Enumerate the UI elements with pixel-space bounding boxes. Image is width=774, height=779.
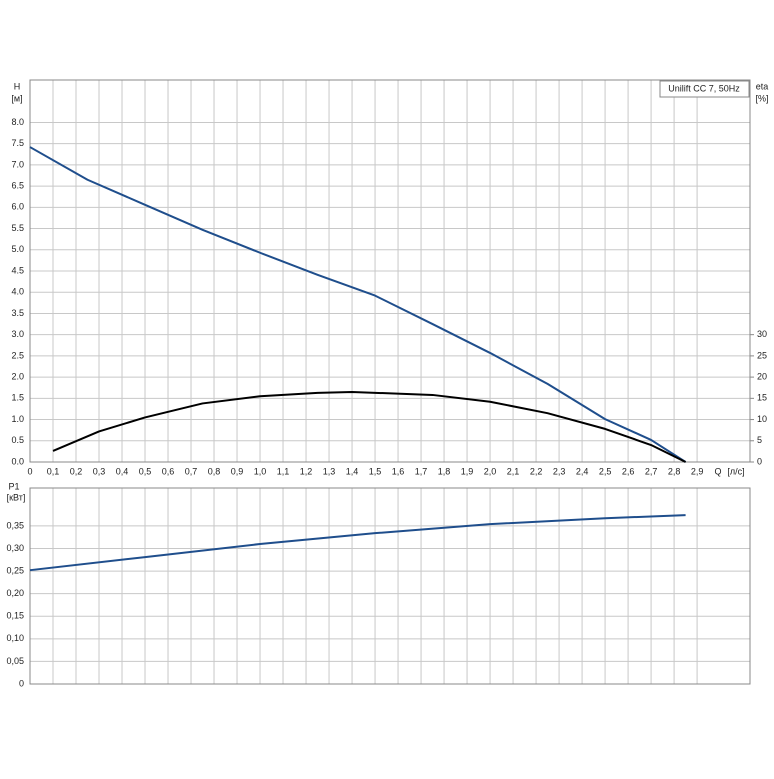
x-tick-label: 1,6 xyxy=(392,466,405,476)
x-tick-label: 1,9 xyxy=(461,466,474,476)
x-tick-label: 1,7 xyxy=(415,466,428,476)
y-tick-label: 4.0 xyxy=(11,287,24,297)
x-tick-label: 0,9 xyxy=(231,466,244,476)
x-tick-label: 2,9 xyxy=(691,466,704,476)
y-tick-label: 0,35 xyxy=(6,520,24,530)
x-tick-label: 0,8 xyxy=(208,466,221,476)
x-tick-label: 1,4 xyxy=(346,466,359,476)
x-tick-label: 1,0 xyxy=(254,466,267,476)
y-tick-label: 7.0 xyxy=(11,159,24,169)
plot-frame xyxy=(29,79,751,463)
x-tick-label: 0,6 xyxy=(162,466,175,476)
y-tick-label: 5.5 xyxy=(11,223,24,233)
y-tick-label: 2.5 xyxy=(11,350,24,360)
curve xyxy=(52,390,687,463)
y2-tick-label: 5 xyxy=(757,435,762,445)
x-tick-label: 1,2 xyxy=(300,466,313,476)
y-tick-label: 3.0 xyxy=(11,329,24,339)
x-tick-label: 0,5 xyxy=(139,466,152,476)
y-tick-label: 0.5 xyxy=(11,435,24,445)
x-tick-label: 1,3 xyxy=(323,466,336,476)
x-axis-label: Q xyxy=(714,466,721,476)
x-tick-label: 2,2 xyxy=(530,466,543,476)
x-tick-label: 1,1 xyxy=(277,466,290,476)
y-axis-label: P1 xyxy=(8,481,19,491)
plot-frame xyxy=(29,487,751,685)
curve xyxy=(29,146,687,463)
x-tick-label: 2,6 xyxy=(622,466,635,476)
y-tick-label: 0,25 xyxy=(6,565,24,575)
x-tick-label: 0,3 xyxy=(93,466,106,476)
y-axis-label: H xyxy=(14,81,21,91)
y2-tick-label: 25 xyxy=(757,350,767,360)
x-tick-label: 0 xyxy=(27,466,32,476)
x-tick-label: 1,5 xyxy=(369,466,382,476)
y-tick-label: 6.0 xyxy=(11,202,24,212)
y2-tick-label: 10 xyxy=(757,414,767,424)
y-tick-label: 0,15 xyxy=(6,611,24,621)
y-tick-label: 0,30 xyxy=(6,543,24,553)
y2-tick-label: 30 xyxy=(757,329,767,339)
y-tick-label: 4.5 xyxy=(11,265,24,275)
x-tick-label: 0,1 xyxy=(47,466,60,476)
x-tick-label: 2,5 xyxy=(599,466,612,476)
y-tick-label: 0,10 xyxy=(6,633,24,643)
chart-title: Unilift CC 7, 50Hz xyxy=(668,83,740,93)
y2-axis-unit: [%] xyxy=(755,93,768,103)
x-tick-label: 0,4 xyxy=(116,466,129,476)
x-tick-label: 0,7 xyxy=(185,466,198,476)
y-tick-label: 0.0 xyxy=(11,456,24,466)
x-tick-label: 2,0 xyxy=(484,466,497,476)
y-tick-label: 0,20 xyxy=(6,588,24,598)
y-tick-label: 8.0 xyxy=(11,117,24,127)
curve xyxy=(29,514,686,572)
x-tick-label: 2,4 xyxy=(576,466,589,476)
legend-box xyxy=(659,80,750,98)
y2-tick-label: 20 xyxy=(757,371,767,381)
y-axis-unit: [кВт] xyxy=(7,492,26,502)
y-tick-label: 0,05 xyxy=(6,656,24,666)
y-tick-label: 6.5 xyxy=(11,180,24,190)
y-tick-label: 2.0 xyxy=(11,371,24,381)
y-tick-label: 1.5 xyxy=(11,393,24,403)
x-tick-label: 2,8 xyxy=(668,466,681,476)
y2-tick-label: 15 xyxy=(757,393,767,403)
y-axis-unit: [м] xyxy=(11,93,22,103)
y-tick-label: 1.0 xyxy=(11,414,24,424)
x-tick-label: 2,7 xyxy=(645,466,658,476)
y-tick-label: 0 xyxy=(19,678,24,688)
y2-axis-label: eta xyxy=(756,81,769,91)
x-tick-label: 0,2 xyxy=(70,466,83,476)
y-tick-label: 3.5 xyxy=(11,308,24,318)
x-axis-unit: [л/с] xyxy=(727,466,744,476)
y-tick-label: 7.5 xyxy=(11,138,24,148)
x-tick-label: 1,8 xyxy=(438,466,451,476)
x-tick-label: 2,1 xyxy=(507,466,520,476)
y-tick-label: 5.0 xyxy=(11,244,24,254)
y2-tick-label: 0 xyxy=(757,456,762,466)
x-tick-label: 2,3 xyxy=(553,466,566,476)
